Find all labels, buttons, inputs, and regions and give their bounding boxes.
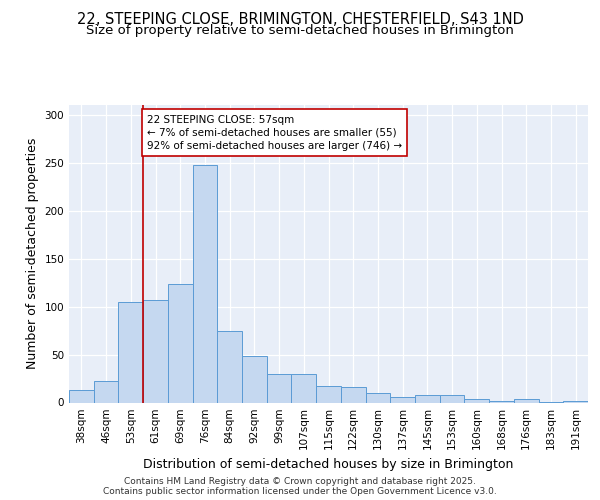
Text: Size of property relative to semi-detached houses in Brimington: Size of property relative to semi-detach…	[86, 24, 514, 37]
Bar	[168, 284, 193, 403]
Bar	[316, 386, 341, 402]
Bar	[489, 400, 514, 402]
Bar	[193, 164, 217, 402]
Bar	[242, 356, 267, 403]
Bar	[292, 374, 316, 402]
Bar	[365, 393, 390, 402]
Text: Contains HM Land Registry data © Crown copyright and database right 2025.
Contai: Contains HM Land Registry data © Crown c…	[103, 476, 497, 496]
Bar	[563, 400, 588, 402]
Bar	[217, 332, 242, 402]
Bar	[341, 387, 365, 402]
Text: 22, STEEPING CLOSE, BRIMINGTON, CHESTERFIELD, S43 1ND: 22, STEEPING CLOSE, BRIMINGTON, CHESTERF…	[77, 12, 523, 28]
Bar	[464, 398, 489, 402]
Bar	[143, 300, 168, 402]
Bar	[390, 396, 415, 402]
Bar	[118, 302, 143, 402]
Bar	[415, 395, 440, 402]
Bar	[514, 398, 539, 402]
Text: 22 STEEPING CLOSE: 57sqm
← 7% of semi-detached houses are smaller (55)
92% of se: 22 STEEPING CLOSE: 57sqm ← 7% of semi-de…	[147, 114, 402, 151]
Y-axis label: Number of semi-detached properties: Number of semi-detached properties	[26, 138, 39, 370]
Bar	[440, 395, 464, 402]
X-axis label: Distribution of semi-detached houses by size in Brimington: Distribution of semi-detached houses by …	[143, 458, 514, 471]
Bar	[267, 374, 292, 402]
Bar	[94, 382, 118, 402]
Bar	[69, 390, 94, 402]
